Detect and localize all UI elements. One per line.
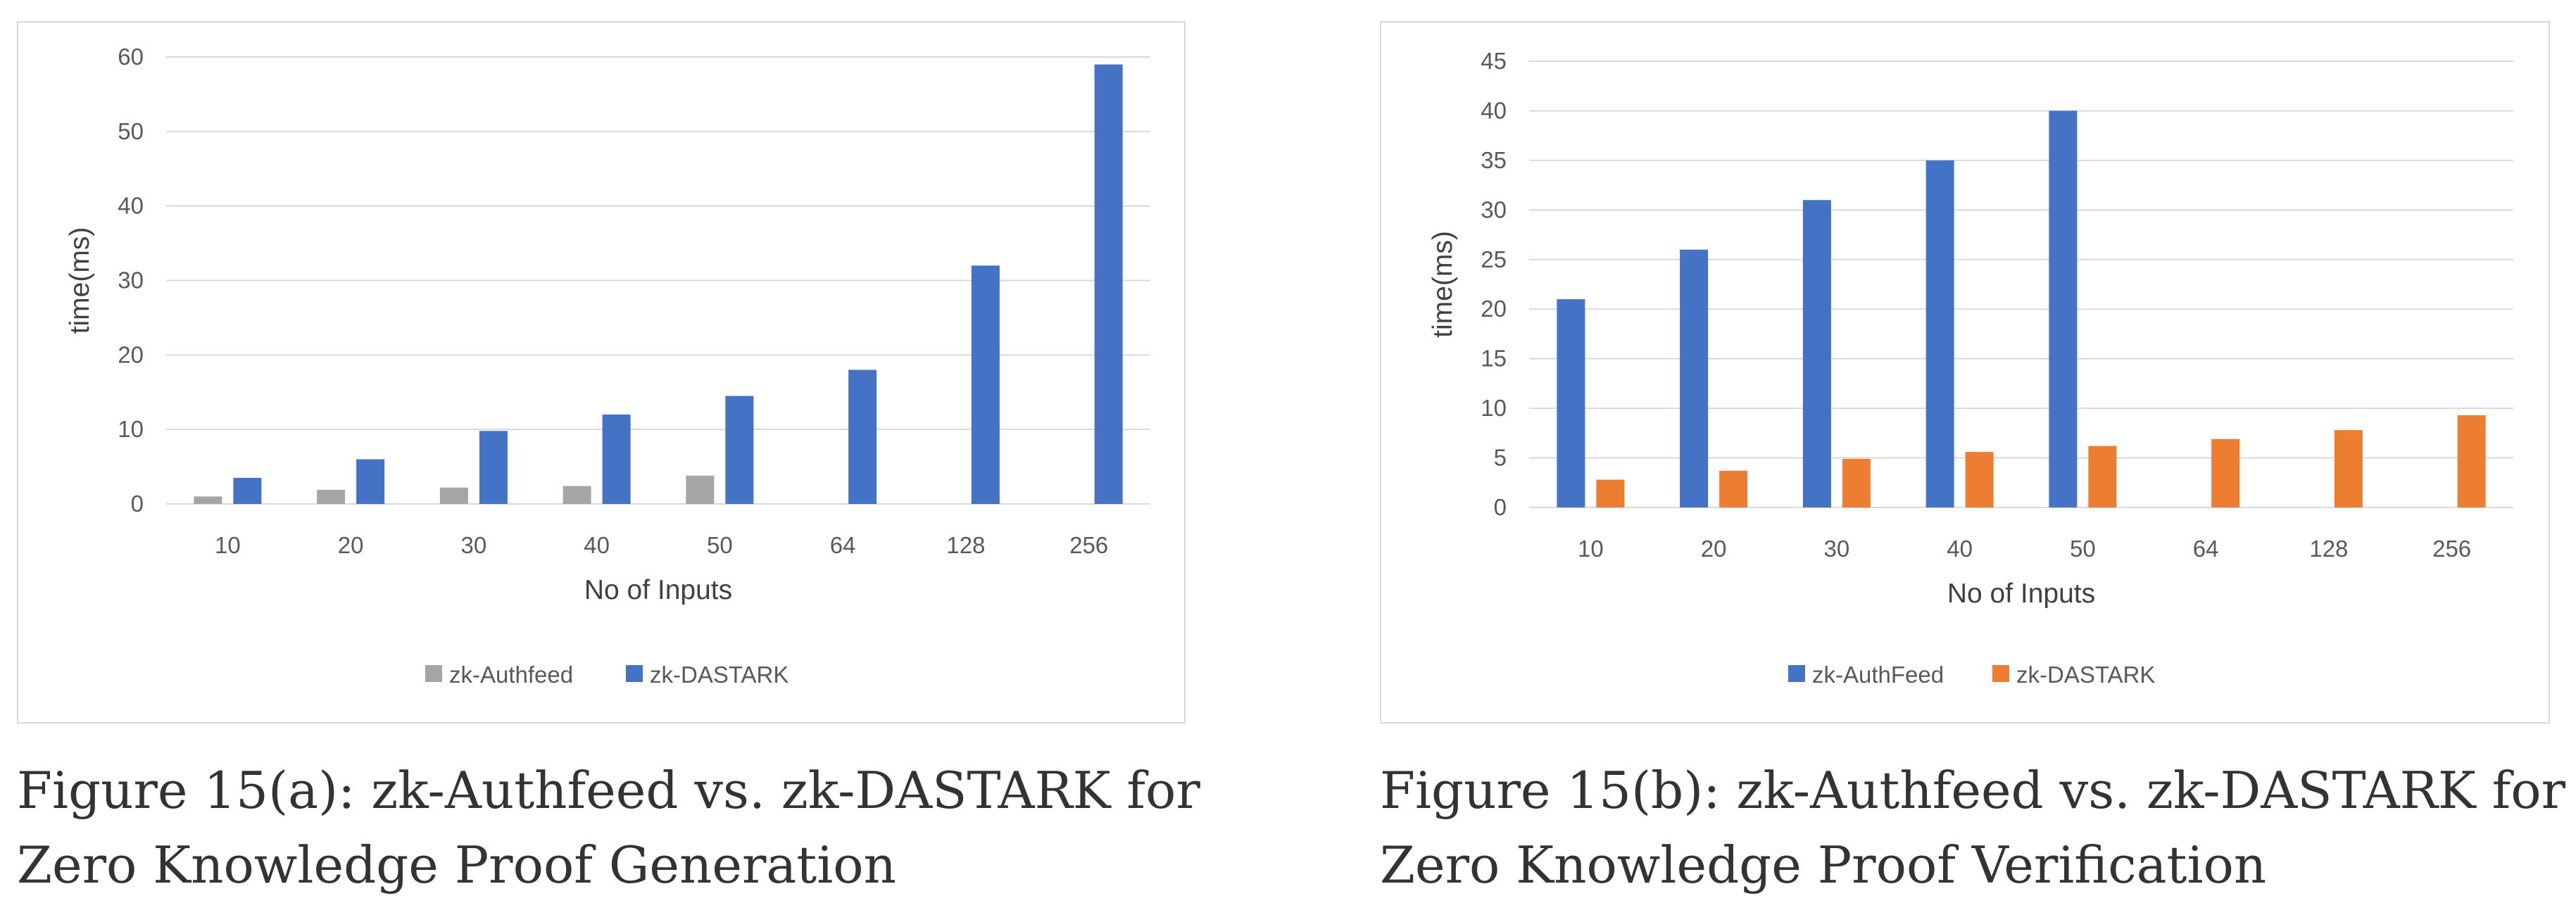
chart-b-bar — [2049, 110, 2078, 507]
chart-b-x-tick-label: 20 — [1701, 536, 1727, 562]
chart-b-y-tick-label: 30 — [1481, 196, 1507, 222]
chart-a-x-tick-label: 20 — [338, 532, 364, 558]
chart-a-legend-swatch — [425, 665, 442, 682]
chart-b-bar — [2088, 446, 2117, 507]
chart-a-y-axis-title: time(ms) — [65, 227, 95, 334]
chart-a-bar — [439, 487, 468, 504]
chart-b-bar — [2334, 430, 2363, 507]
chart-a-bar — [686, 475, 715, 504]
caption-b-line2: Zero Knowledge Proof Verification — [1380, 835, 2267, 895]
chart-b-y-tick-label: 0 — [1494, 494, 1507, 520]
chart-b-legend-label: zk-DASTARK — [2016, 662, 2155, 688]
chart-a-y-tick-label: 20 — [118, 341, 144, 367]
chart-b-frame: 0 5 10 15 20 25 30 35 40 45 10 20 30 40 50 64 128 256 No o… — [1380, 21, 2550, 724]
chart-b-x-tick-label: 64 — [2193, 536, 2219, 562]
chart-b-legend-swatch — [1992, 665, 2009, 682]
chart-a-bar — [848, 370, 877, 504]
chart-a-y-tick-label: 50 — [118, 118, 144, 144]
chart-a-y-tick-label: 30 — [118, 267, 144, 293]
chart-b-bar — [1680, 249, 1709, 507]
chart-b-bar — [2211, 438, 2240, 507]
chart-b-x-tick-label: 40 — [1947, 536, 1973, 562]
caption-a-line1: Figure 15(a): zk-Authfeed vs. zk-DASTARK… — [17, 761, 1200, 820]
chart-a-bar — [356, 459, 385, 504]
caption-b: Figure 15(b): zk-Authfeed vs. zk-DASTARK… — [1380, 753, 2565, 902]
chart-b-x-tick-label: 256 — [2432, 536, 2471, 562]
chart-b-bar — [1802, 200, 1831, 507]
chart-a-x-tick-label: 128 — [946, 532, 985, 558]
chart-a-y-tick-label: 0 — [131, 491, 144, 517]
chart-b-y-tick-label: 5 — [1494, 445, 1507, 471]
chart-a-bar — [233, 477, 262, 504]
chart-a-x-tick-label: 10 — [215, 532, 241, 558]
chart-a-frame: 0 10 20 30 40 50 60 10 20 30 40 50 64 128 256 No of Inp… — [17, 21, 1186, 724]
chart-b-x-tick-label: 50 — [2070, 536, 2096, 562]
chart-a-bar — [1094, 64, 1123, 505]
chart-a-x-tick-label: 256 — [1069, 532, 1108, 558]
chart-b-y-tick-label: 40 — [1481, 97, 1507, 123]
chart-a-legend-swatch — [626, 665, 643, 682]
chart-a-bar — [194, 496, 222, 504]
caption-b-line1: Figure 15(b): zk-Authfeed vs. zk-DASTARK… — [1380, 761, 2565, 820]
chart-a-y-tick-label: 60 — [118, 44, 144, 70]
chart-a-bar — [725, 396, 754, 504]
chart-b-y-axis-title: time(ms) — [1428, 231, 1458, 338]
chart-a-bar — [479, 431, 508, 504]
chart-a-legend-label: zk-DASTARK — [650, 662, 788, 688]
chart-b-legend-label: zk-AuthFeed — [1812, 662, 1944, 688]
chart-b-bar — [1965, 452, 1994, 507]
chart-b-y-tick-label: 10 — [1481, 395, 1507, 421]
chart-a-x-tick-label: 64 — [830, 532, 856, 558]
chart-b-y-tick-label: 45 — [1481, 48, 1507, 74]
chart-b-bar — [2457, 415, 2486, 507]
chart-b-y-tick-label: 20 — [1481, 296, 1507, 322]
chart-b-bar — [1719, 470, 1748, 507]
chart-b-y-tick-label: 15 — [1481, 346, 1507, 372]
chart-a-x-tick-label: 30 — [461, 532, 487, 558]
chart-a-bar — [317, 489, 346, 504]
chart-b-legend-swatch — [1788, 665, 1805, 682]
chart-a-bar — [563, 486, 591, 504]
chart-a-legend-label: zk-Authfeed — [449, 662, 573, 688]
chart-a-bar — [971, 265, 1000, 504]
chart-a-y-tick-label: 10 — [118, 416, 144, 442]
chart-a-x-axis-title: No of Inputs — [584, 575, 732, 605]
chart-b-bar — [1596, 479, 1625, 507]
chart-b-bar — [1925, 160, 1954, 507]
chart-b-x-axis-title: No of Inputs — [1947, 579, 2095, 609]
chart-b-bar — [1842, 458, 1871, 507]
chart-a-x-tick-label: 40 — [584, 532, 610, 558]
chart-b: 0 5 10 15 20 25 30 35 40 45 10 20 30 40 50 64 128 256 No o… — [1428, 48, 2513, 688]
chart-b-x-tick-label: 30 — [1824, 536, 1850, 562]
chart-a-x-tick-label: 50 — [707, 532, 733, 558]
chart-a-bar — [602, 415, 631, 504]
chart-a: 0 10 20 30 40 50 60 10 20 30 40 50 64 128 256 No of Inp… — [65, 44, 1150, 688]
chart-a-y-tick-label: 40 — [118, 193, 144, 219]
chart-b-x-tick-label: 10 — [1578, 536, 1604, 562]
chart-b-bar — [1557, 299, 1585, 507]
caption-a: Figure 15(a): zk-Authfeed vs. zk-DASTARK… — [17, 753, 1200, 902]
caption-a-line2: Zero Knowledge Proof Generation — [17, 835, 896, 895]
chart-b-y-tick-label: 35 — [1481, 147, 1507, 173]
chart-b-x-tick-label: 128 — [2309, 536, 2348, 562]
chart-b-y-tick-label: 25 — [1481, 246, 1507, 272]
